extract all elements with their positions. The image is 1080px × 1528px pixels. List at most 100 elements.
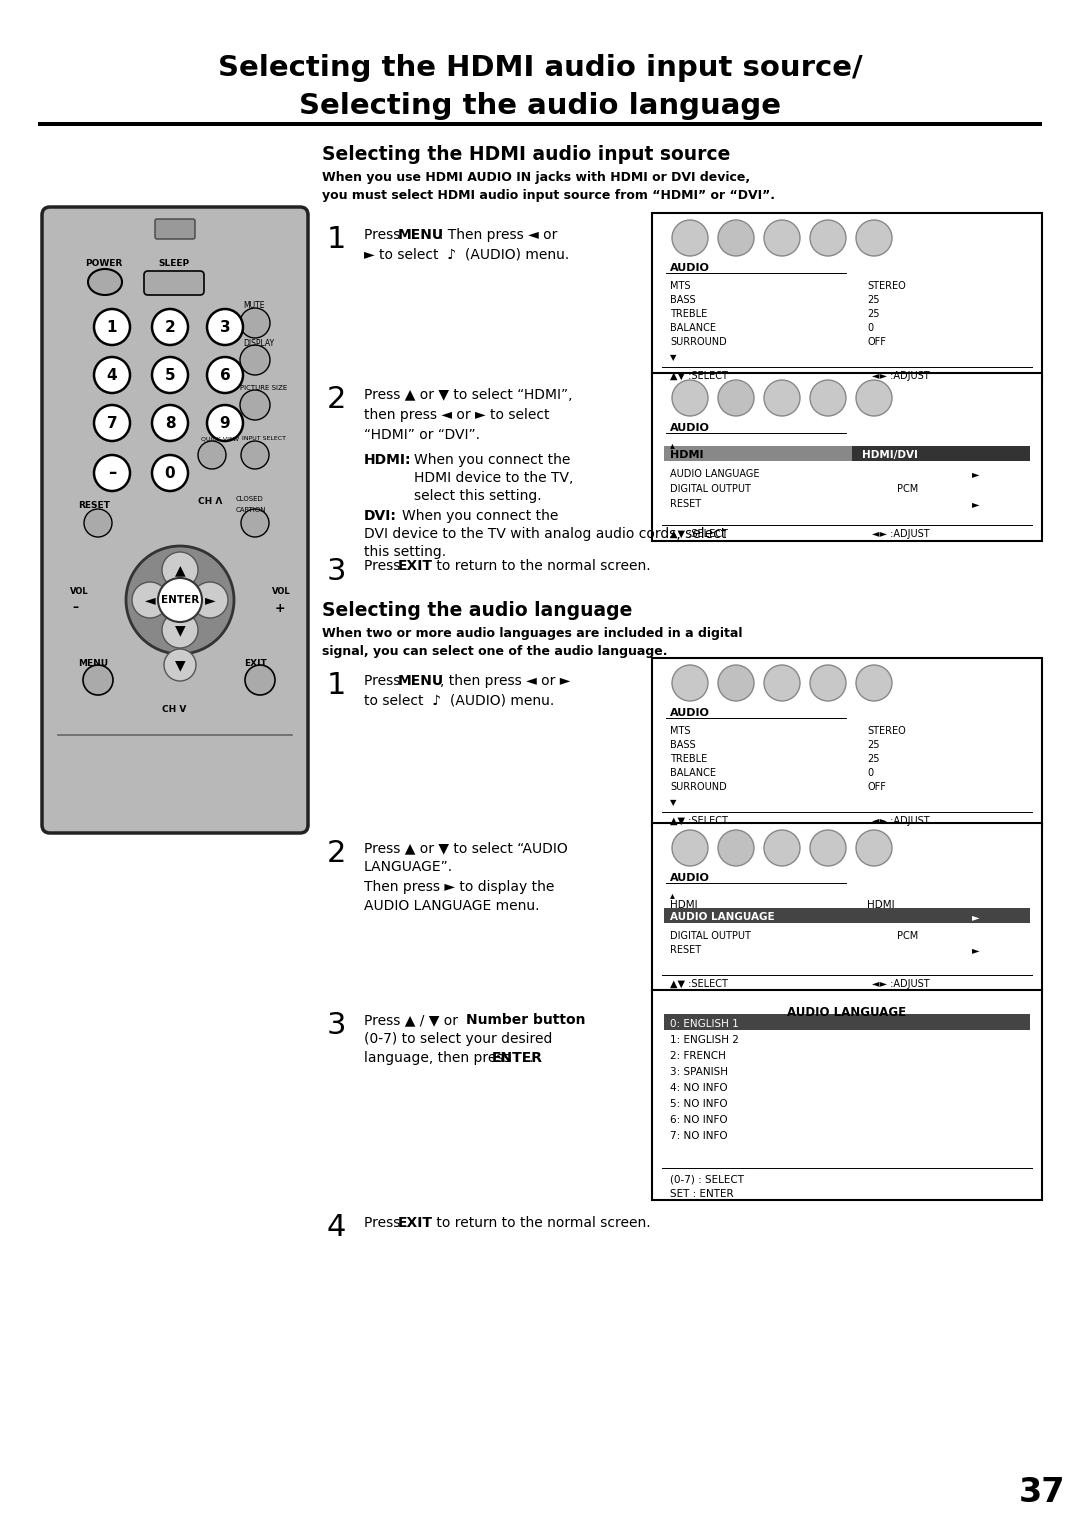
Circle shape <box>856 665 892 701</box>
Text: then press ◄ or ► to select: then press ◄ or ► to select <box>364 408 550 422</box>
Text: to select  ♪  (AUDIO) menu.: to select ♪ (AUDIO) menu. <box>364 694 554 707</box>
Text: MENU: MENU <box>399 674 444 688</box>
Text: ►: ► <box>972 500 980 509</box>
Text: 7: 7 <box>107 416 118 431</box>
Bar <box>652 373 1042 541</box>
Text: CLOSED: CLOSED <box>237 497 264 503</box>
Circle shape <box>162 552 198 588</box>
Text: 4: NO INFO: 4: NO INFO <box>670 1083 728 1093</box>
Text: AUDIO: AUDIO <box>670 872 710 883</box>
Circle shape <box>164 649 195 681</box>
Text: 6: NO INFO: 6: NO INFO <box>670 1115 728 1125</box>
Text: DIGITAL OUTPUT: DIGITAL OUTPUT <box>670 931 751 941</box>
Text: 0: 0 <box>867 322 873 333</box>
Text: ◄► :ADJUST: ◄► :ADJUST <box>872 529 930 539</box>
Text: 8: 8 <box>164 416 175 431</box>
Text: ENTER: ENTER <box>492 1051 543 1065</box>
Bar <box>664 1015 1030 1030</box>
Text: 4: 4 <box>107 368 118 382</box>
Text: STEREO: STEREO <box>867 281 906 290</box>
Text: ▲▼ :SELECT: ▲▼ :SELECT <box>670 979 728 989</box>
Text: language, then press: language, then press <box>364 1051 515 1065</box>
Text: 3: 3 <box>327 1010 347 1039</box>
Bar <box>38 122 1042 125</box>
Circle shape <box>856 220 892 257</box>
Text: 0: 0 <box>867 769 873 778</box>
Bar <box>652 990 1042 1199</box>
Text: “HDMI” or “DVI”.: “HDMI” or “DVI”. <box>364 428 480 442</box>
Circle shape <box>152 358 188 393</box>
Circle shape <box>158 578 202 622</box>
Text: 1: 1 <box>107 319 118 335</box>
Circle shape <box>207 358 243 393</box>
Text: OFF: OFF <box>867 782 886 792</box>
Text: PCM: PCM <box>897 484 918 494</box>
Text: HDMI/DVI: HDMI/DVI <box>862 451 918 460</box>
Text: 5: 5 <box>164 368 175 382</box>
Text: Press: Press <box>364 228 405 241</box>
Text: 7: NO INFO: 7: NO INFO <box>670 1131 728 1141</box>
Text: CH V: CH V <box>162 706 186 715</box>
Circle shape <box>718 220 754 257</box>
Text: 6: 6 <box>219 368 230 382</box>
Text: HDMI:: HDMI: <box>364 452 411 468</box>
Text: 0: 0 <box>164 466 175 480</box>
Text: Press: Press <box>364 559 405 573</box>
Circle shape <box>810 220 846 257</box>
Text: Press ▲ / ▼ or: Press ▲ / ▼ or <box>364 1013 462 1027</box>
Bar <box>652 659 1042 827</box>
Circle shape <box>672 220 708 257</box>
Circle shape <box>240 390 270 420</box>
Text: Selecting the HDMI audio input source: Selecting the HDMI audio input source <box>322 145 730 165</box>
Circle shape <box>718 380 754 416</box>
Circle shape <box>241 442 269 469</box>
Text: When you use HDMI AUDIO IN jacks with HDMI or DVI device,: When you use HDMI AUDIO IN jacks with HD… <box>322 171 751 185</box>
Circle shape <box>94 358 130 393</box>
Circle shape <box>672 665 708 701</box>
Text: TREBLE: TREBLE <box>670 753 707 764</box>
Bar <box>652 824 1042 992</box>
Text: 0: ENGLISH 1: 0: ENGLISH 1 <box>670 1019 739 1028</box>
Text: EXIT: EXIT <box>244 659 267 668</box>
Text: to return to the normal screen.: to return to the normal screen. <box>432 559 650 573</box>
Text: SURROUND: SURROUND <box>670 338 727 347</box>
Text: Then press ► to display the: Then press ► to display the <box>364 880 554 894</box>
Circle shape <box>672 380 708 416</box>
Text: RESET: RESET <box>670 944 701 955</box>
Text: ► to select  ♪  (AUDIO) menu.: ► to select ♪ (AUDIO) menu. <box>364 248 569 261</box>
Text: 2: 2 <box>164 319 175 335</box>
Text: to return to the normal screen.: to return to the normal screen. <box>432 1216 650 1230</box>
Text: BALANCE: BALANCE <box>670 322 716 333</box>
Text: When two or more audio languages are included in a digital: When two or more audio languages are inc… <box>322 626 743 640</box>
Text: 37: 37 <box>1018 1476 1065 1508</box>
Text: Selecting the audio language: Selecting the audio language <box>322 601 633 619</box>
Text: ►: ► <box>972 469 980 478</box>
Circle shape <box>94 455 130 490</box>
Text: Number button: Number button <box>465 1013 585 1027</box>
Text: ◄: ◄ <box>145 593 156 607</box>
Text: OFF: OFF <box>867 338 886 347</box>
Circle shape <box>810 665 846 701</box>
Text: , then press ◄ or ►: , then press ◄ or ► <box>440 674 570 688</box>
Circle shape <box>764 665 800 701</box>
Text: +: + <box>274 602 285 614</box>
Text: BASS: BASS <box>670 295 696 306</box>
Text: When you connect the: When you connect the <box>402 509 558 523</box>
Bar <box>664 446 1030 461</box>
Text: LANGUAGE”.: LANGUAGE”. <box>364 860 454 874</box>
Text: 2: 2 <box>327 385 347 414</box>
Text: 9: 9 <box>219 416 230 431</box>
Circle shape <box>152 405 188 442</box>
Circle shape <box>856 830 892 866</box>
Text: ◄► :ADJUST: ◄► :ADJUST <box>872 371 930 380</box>
Text: (0-7) : SELECT: (0-7) : SELECT <box>670 1175 744 1186</box>
Text: MENU: MENU <box>78 659 108 668</box>
Text: 25: 25 <box>867 309 879 319</box>
FancyBboxPatch shape <box>156 219 195 238</box>
Text: ►: ► <box>972 944 980 955</box>
Text: AUDIO LANGUAGE: AUDIO LANGUAGE <box>670 912 774 921</box>
Text: DIGITAL OUTPUT: DIGITAL OUTPUT <box>670 484 751 494</box>
Circle shape <box>240 345 270 374</box>
Text: Press ▲ or ▼ to select “HDMI”,: Press ▲ or ▼ to select “HDMI”, <box>364 388 572 402</box>
Text: .: . <box>529 1051 534 1065</box>
